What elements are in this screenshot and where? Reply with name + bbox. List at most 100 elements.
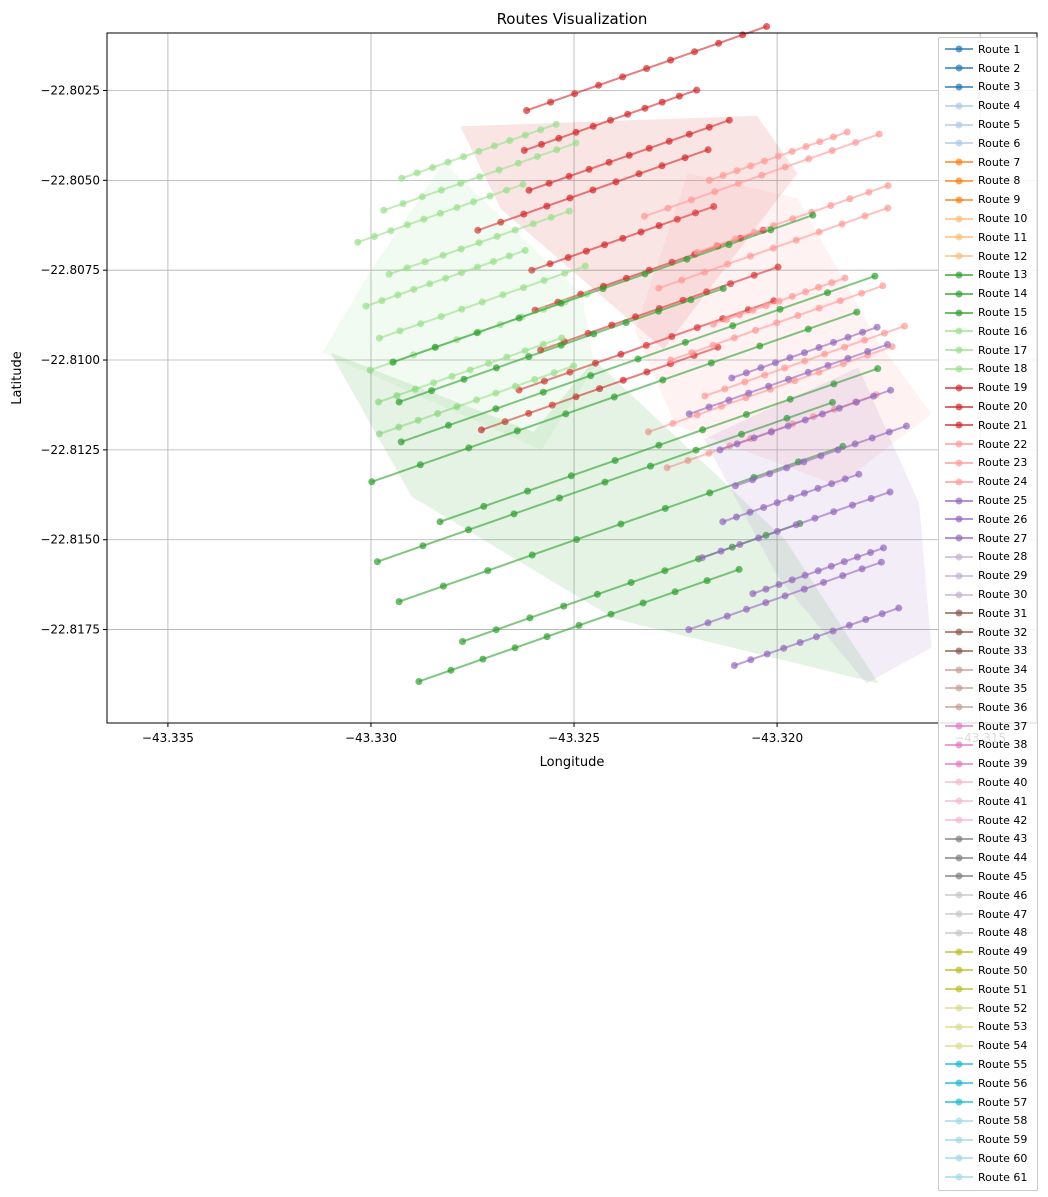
legend-swatch (945, 948, 973, 956)
route-point (395, 398, 403, 406)
route-point (457, 179, 465, 187)
route-point (802, 288, 809, 296)
legend-swatch (945, 684, 973, 692)
route-point (725, 396, 733, 404)
legend-swatch (945, 910, 973, 918)
route-point (596, 385, 604, 393)
route-point (756, 342, 764, 350)
route-point (678, 276, 686, 284)
route-point (687, 196, 695, 204)
route-point (830, 508, 838, 516)
legend-swatch (945, 346, 973, 354)
legend-swatch (945, 778, 973, 786)
route-point (572, 393, 580, 401)
route-point (765, 382, 773, 390)
route-point (733, 440, 741, 448)
route-point (575, 621, 583, 629)
route-point (752, 326, 759, 334)
route-point (830, 380, 838, 388)
route-point (723, 612, 731, 620)
legend-swatch (945, 271, 973, 279)
route-point (880, 544, 887, 552)
route-point (465, 444, 473, 452)
route-point (841, 343, 849, 351)
route-point (767, 226, 775, 234)
legend-label: Route 8 (978, 174, 1021, 188)
route-point (775, 581, 783, 588)
route-point (476, 173, 484, 181)
legend-swatch (945, 139, 973, 147)
legend-entry: Route 36 (939, 698, 1037, 717)
route-point (723, 316, 730, 323)
legend-label: Route 4 (978, 99, 1021, 113)
legend-entry: Route 13 (939, 266, 1037, 285)
route-point (709, 341, 717, 349)
route-point (658, 162, 666, 170)
legend-swatch (945, 1136, 973, 1144)
route-point (873, 323, 881, 331)
route-point (711, 188, 719, 196)
route-point (705, 176, 713, 184)
route-point (525, 186, 533, 194)
route-point (741, 378, 749, 386)
route-point (642, 341, 650, 349)
route-point (699, 426, 707, 434)
legend-label: Route 18 (978, 362, 1028, 376)
route-point (567, 472, 575, 480)
route-point (473, 396, 480, 404)
route-point (523, 107, 531, 114)
route-point (557, 341, 565, 349)
legend-swatch (945, 497, 973, 505)
legend-entry: Route 24 (939, 472, 1037, 491)
route-point (766, 470, 774, 478)
route-point (520, 210, 528, 218)
legend-label: Route 50 (978, 963, 1028, 977)
route-point (705, 449, 713, 457)
route-point (529, 220, 537, 228)
route-point (747, 162, 755, 170)
route-point (704, 619, 712, 627)
legend-label: Route 23 (978, 456, 1028, 470)
route-point (671, 588, 679, 596)
route-point (791, 377, 799, 385)
legend-entry: Route 8 (939, 172, 1037, 191)
route-point (513, 427, 521, 435)
route-point (668, 333, 676, 340)
route-point (610, 393, 618, 401)
route-point (710, 203, 718, 210)
route-point (844, 354, 852, 362)
route-point (624, 110, 632, 118)
route-point (611, 457, 619, 464)
route-point (771, 359, 779, 367)
legend-swatch (945, 365, 973, 373)
route-point (749, 306, 757, 314)
route-point (581, 262, 589, 270)
route-point (411, 385, 419, 393)
route-point (758, 171, 766, 179)
legend-label: Route 33 (978, 644, 1028, 658)
route-point (368, 478, 376, 486)
route-point (730, 334, 738, 342)
legend-label: Route 15 (978, 306, 1028, 320)
y-tick-label: −22.8150 (40, 533, 100, 547)
legend-label: Route 45 (978, 869, 1028, 883)
route-point (521, 347, 529, 355)
route-point (439, 582, 447, 590)
legend-label: Route 13 (978, 268, 1028, 282)
route-point (515, 314, 523, 322)
route-point (762, 302, 770, 310)
route-point (453, 204, 461, 211)
legend-entry: Route 58 (939, 1111, 1037, 1130)
route-point (521, 131, 529, 139)
route-point (747, 656, 755, 664)
route-point (645, 144, 653, 152)
legend-entry: Route 59 (939, 1130, 1037, 1149)
legend-swatch (945, 628, 973, 636)
legend-swatch (945, 102, 973, 110)
route-point (589, 122, 597, 130)
route-point (884, 182, 892, 189)
route-point (525, 353, 533, 361)
legend-label: Route 26 (978, 512, 1028, 526)
route-point (637, 228, 645, 236)
route-point (417, 320, 425, 328)
